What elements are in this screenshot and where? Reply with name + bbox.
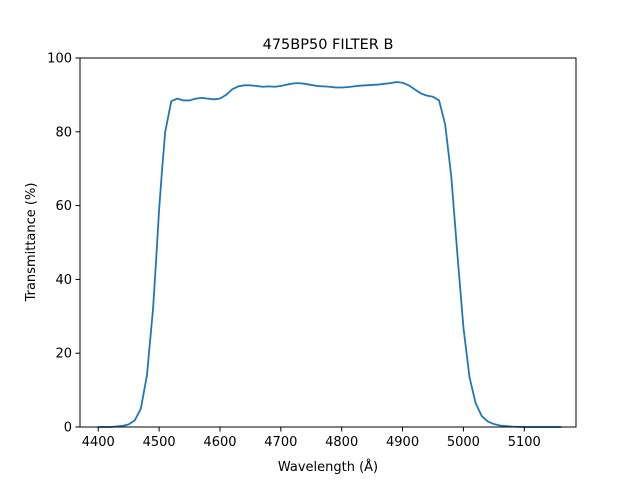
- x-axis-label: Wavelength (Å): [278, 459, 378, 475]
- y-tick-label: 80: [55, 125, 72, 140]
- x-tick-label: 4600: [203, 435, 236, 450]
- plot-frame: [79, 57, 577, 428]
- x-tick-label: 5100: [508, 435, 541, 450]
- y-tick-label: 40: [55, 273, 72, 288]
- x-tick-label: 4400: [82, 435, 115, 450]
- x-tick-label: 4900: [386, 435, 419, 450]
- y-axis-label: Transmittance (%): [24, 183, 39, 303]
- x-tick-label: 4500: [143, 435, 176, 450]
- y-tick-label: 100: [47, 52, 72, 67]
- y-tick-label: 60: [55, 199, 72, 214]
- x-tick-label: 4700: [264, 435, 297, 450]
- x-tick-label: 4800: [325, 435, 358, 450]
- y-tick-label: 0: [64, 421, 72, 436]
- transmittance-series-line: [97, 81, 562, 428]
- x-tick-label: 5000: [447, 435, 480, 450]
- y-tick-label: 20: [55, 347, 72, 362]
- chart-title: 475BP50 FILTER B: [263, 37, 394, 53]
